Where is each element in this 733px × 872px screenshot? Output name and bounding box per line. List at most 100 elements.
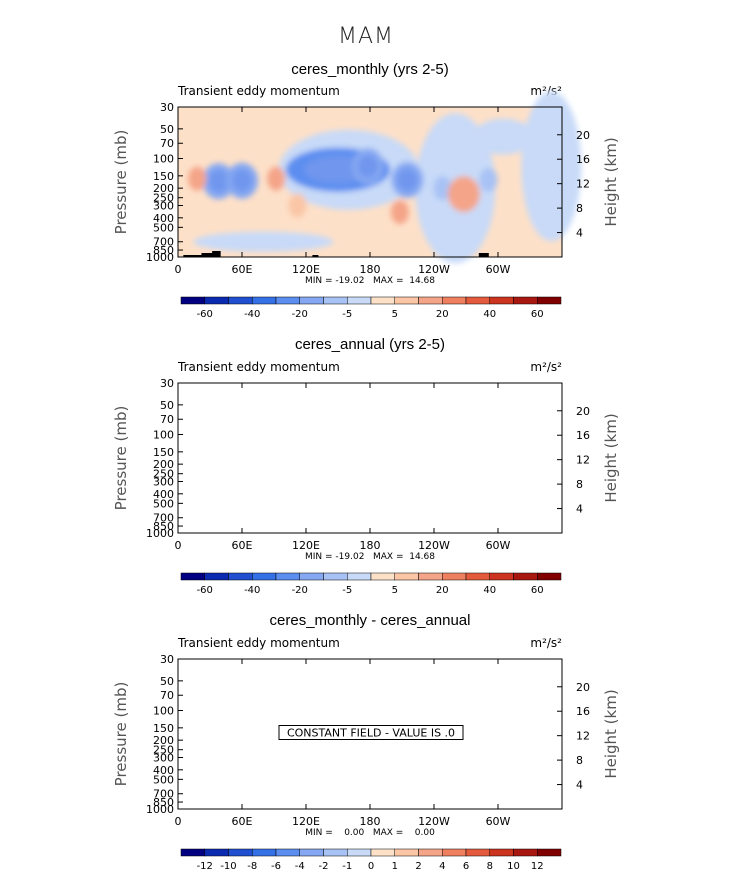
- colorbar-label: -20: [292, 585, 308, 596]
- x-tick-label: 120W: [418, 815, 450, 828]
- colorbar-label: 20: [436, 585, 449, 596]
- colorbar-label: -4: [295, 861, 305, 872]
- pressure-tick-label: 1000: [146, 527, 174, 540]
- x-tick-label: 60E: [232, 539, 253, 552]
- colorbar-swatch: [465, 296, 490, 305]
- colorbar-swatch: [537, 848, 562, 857]
- height-tick-label: 20: [576, 129, 590, 142]
- pressure-tick-label: 50: [160, 123, 174, 136]
- chart-panel-2: ceres_annual (yrs 2-5) Transient eddy mom…: [112, 336, 620, 596]
- colorbar-swatch: [370, 572, 395, 581]
- colorbar-label: 40: [483, 309, 496, 320]
- panel-subtitle: Transient eddy momentum: [177, 84, 340, 98]
- colorbar-label: -12: [197, 861, 213, 872]
- colorbar: -60 -40 -20 -5 5 20 40 60: [180, 296, 562, 320]
- colorbar-swatch: [394, 296, 419, 305]
- colorbar-label: -60: [197, 585, 213, 596]
- x-tick-label: 180: [360, 263, 381, 276]
- colorbar-label: 2: [415, 861, 421, 872]
- colorbar: -12 -10 -8 -6 -4 -2 -1 0 1 2 4 6 8 10 12: [180, 848, 562, 872]
- topography-mask: [478, 253, 489, 257]
- field-contour: [521, 91, 582, 242]
- pressure-tick-label: 500: [153, 773, 174, 786]
- colorbar-label: -6: [271, 861, 281, 872]
- colorbar-swatch: [275, 848, 300, 857]
- pressure-tick-label: 850: [153, 796, 174, 809]
- pressure-tick-label: 700: [153, 236, 174, 249]
- y-axis-label: Pressure (mb): [112, 406, 130, 511]
- pressure-tick-label: 100: [153, 705, 174, 718]
- field-contour: [473, 118, 534, 155]
- colorbar-label: -20: [292, 309, 308, 320]
- pressure-tick-label: 700: [153, 788, 174, 801]
- pressure-tick-label: 70: [160, 413, 174, 426]
- colorbar-label: -1: [342, 861, 352, 872]
- x-tick-label: 120W: [418, 263, 450, 276]
- pressure-tick-label: 200: [153, 734, 174, 747]
- field-contour: [390, 200, 409, 225]
- height-tick-label: 16: [576, 705, 590, 718]
- pressure-tick-label: 300: [153, 199, 174, 212]
- min-max-stats: MIN = 0.00 MAX = 0.00: [305, 828, 435, 838]
- colorbar-swatch: [180, 848, 205, 857]
- field-area: CONSTANT FIELD - VALUE IS .0: [178, 659, 562, 809]
- min-max-stats: MIN = -19.02 MAX = 14.68: [305, 552, 435, 562]
- colorbar-label: 5: [392, 309, 398, 320]
- colorbar-label: -10: [220, 861, 236, 872]
- colorbar-label: -5: [342, 585, 352, 596]
- colorbar-label: 5: [392, 585, 398, 596]
- colorbar-swatch: [204, 848, 229, 857]
- x-tick-label: 0: [175, 815, 182, 828]
- colorbar-label: 4: [439, 861, 445, 872]
- colorbar-swatch: [299, 572, 324, 581]
- topography-mask: [183, 251, 221, 257]
- colorbar-swatch: [418, 296, 443, 305]
- field-contour: [208, 170, 229, 193]
- colorbar-label: -60: [197, 309, 213, 320]
- panel-subtitle: Transient eddy momentum: [177, 636, 340, 650]
- pressure-tick-label: 50: [160, 399, 174, 412]
- units-label: m²/s²: [530, 360, 562, 374]
- constant-field-annotation: CONSTANT FIELD - VALUE IS .0: [287, 727, 455, 740]
- colorbar-label: 60: [531, 309, 544, 320]
- height-tick-label: 16: [576, 153, 590, 166]
- x-tick-label: 60W: [486, 263, 511, 276]
- height-tick-label: 12: [576, 178, 590, 191]
- pressure-tick-label: 300: [153, 751, 174, 764]
- colorbar-swatch: [442, 572, 467, 581]
- field-contour: [397, 168, 418, 191]
- min-max-stats: MIN = -19.02 MAX = 14.68: [305, 276, 435, 286]
- field-contour: [288, 193, 307, 218]
- pressure-tick-label: 250: [153, 744, 174, 757]
- colorbar-swatch: [228, 848, 253, 857]
- x-tick-label: 0: [175, 263, 182, 276]
- colorbar-swatch: [537, 296, 562, 305]
- colorbar-swatch: [180, 572, 205, 581]
- field-contour: [433, 176, 452, 201]
- colorbar-swatch: [228, 572, 253, 581]
- pressure-tick-label: 500: [153, 221, 174, 234]
- colorbar-label: -5: [342, 309, 352, 320]
- field-contour: [193, 231, 334, 252]
- pressure-tick-label: 30: [160, 653, 174, 666]
- colorbar-swatch: [228, 296, 253, 305]
- colorbar-label: -40: [244, 585, 260, 596]
- colorbar-swatch: [489, 572, 514, 581]
- height-tick-label: 4: [576, 503, 583, 516]
- pressure-tick-label: 250: [153, 468, 174, 481]
- chart-panel-1: ceres_monthly (yrs 2-5) Transient eddy mo…: [112, 61, 620, 320]
- height-tick-label: 4: [576, 227, 583, 240]
- pressure-tick-label: 400: [153, 212, 174, 225]
- pressure-tick-label: 200: [153, 182, 174, 195]
- colorbar-label: 60: [531, 585, 544, 596]
- field-contour: [447, 176, 480, 213]
- colorbar-swatch: [489, 848, 514, 857]
- colorbar-swatch: [394, 848, 419, 857]
- x-tick-label: 60E: [232, 263, 253, 276]
- colorbar-swatch: [180, 296, 205, 305]
- y-axis-right-label: Height (km): [602, 137, 620, 226]
- colorbar-swatch: [252, 848, 277, 857]
- pressure-tick-label: 150: [153, 722, 174, 735]
- colorbar-swatch: [442, 296, 467, 305]
- colorbar: -60 -40 -20 -5 5 20 40 60: [180, 572, 562, 596]
